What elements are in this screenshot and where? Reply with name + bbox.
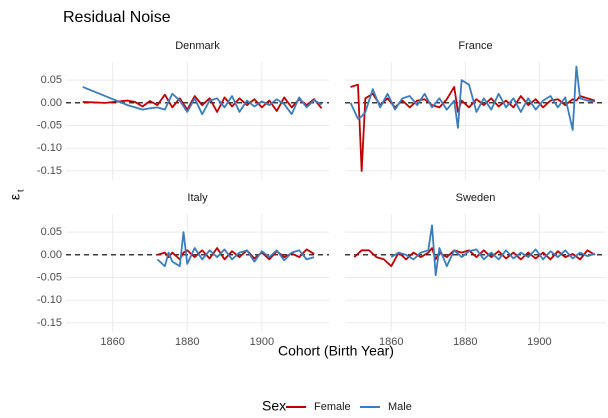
- series-line: [82, 86, 323, 116]
- y-tick-label: -0.10: [37, 142, 62, 154]
- y-axis-label: ε t: [7, 189, 26, 200]
- x-tick-label: 1900: [250, 336, 274, 348]
- facet: Italy 0.05 0.00 -0.05 -0.10 -0.15 1860 1880 1900: [37, 192, 329, 348]
- y-tick-label: 0.05: [41, 74, 62, 86]
- x-tick-label: 1900: [527, 336, 551, 348]
- y-tick-label: 0.00: [41, 249, 62, 261]
- facet-title: Sweden: [456, 192, 496, 204]
- y-tick-label: -0.15: [37, 317, 62, 329]
- series-line: [156, 231, 315, 268]
- facet-title: France: [458, 40, 492, 52]
- legend: Female Male: [286, 401, 412, 413]
- y-tick-label: -0.05: [37, 119, 62, 131]
- x-tick-label: 1860: [379, 336, 403, 348]
- x-tick-label: 1880: [453, 336, 477, 348]
- series-line: [82, 93, 323, 113]
- chart-title: Residual Noise: [63, 9, 171, 26]
- x-tick-label: 1880: [175, 336, 199, 348]
- x-tick-label: 1860: [100, 336, 124, 348]
- y-tick-label: -0.05: [37, 271, 62, 283]
- facet: France: [345, 40, 606, 180]
- series-line: [390, 224, 596, 277]
- x-axis-label: Cohort (Birth Year): [278, 343, 394, 359]
- legend-title: Sex: [262, 398, 286, 414]
- y-tick-label: 0.05: [41, 226, 62, 238]
- facet: Sweden 1860 1880 1900: [345, 192, 606, 348]
- facet-title: Italy: [187, 192, 208, 204]
- y-axis-subscript: t: [15, 189, 25, 192]
- series-line: [349, 65, 595, 131]
- y-axis-symbol: ε: [7, 194, 23, 200]
- series-line: [350, 83, 596, 172]
- y-tick-label: -0.10: [37, 294, 62, 306]
- y-tick-label: -0.15: [37, 165, 62, 177]
- y-tick-label: 0.00: [41, 97, 62, 109]
- facet-title: Denmark: [175, 40, 220, 52]
- legend-label: Male: [388, 401, 412, 413]
- facet: Denmark 0.05 0.00 -0.05 -0.10 -0.15: [37, 40, 329, 180]
- legend-label: Female: [314, 401, 351, 413]
